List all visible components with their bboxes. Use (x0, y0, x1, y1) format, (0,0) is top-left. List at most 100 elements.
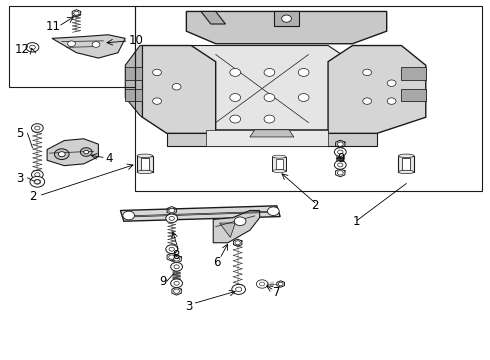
Circle shape (172, 84, 181, 90)
Text: 3: 3 (185, 300, 193, 313)
Circle shape (256, 280, 268, 288)
Polygon shape (167, 134, 377, 146)
Circle shape (166, 245, 177, 253)
Circle shape (363, 98, 371, 104)
Circle shape (153, 98, 161, 104)
Text: 5: 5 (16, 127, 24, 140)
Circle shape (235, 241, 241, 245)
Circle shape (230, 68, 241, 76)
Polygon shape (47, 139, 98, 166)
Ellipse shape (398, 170, 414, 174)
Polygon shape (201, 12, 225, 24)
Bar (135, 6, 482, 191)
Circle shape (166, 214, 177, 223)
Circle shape (173, 289, 179, 293)
Polygon shape (401, 67, 426, 80)
Bar (137, 156, 153, 172)
Circle shape (387, 98, 396, 104)
Circle shape (337, 171, 343, 175)
Text: 12: 12 (14, 43, 29, 56)
Circle shape (169, 255, 174, 259)
Circle shape (298, 68, 309, 76)
Bar (402, 158, 410, 170)
Circle shape (68, 41, 75, 46)
Text: 2: 2 (311, 199, 318, 212)
Circle shape (338, 150, 343, 154)
Polygon shape (121, 206, 280, 221)
Circle shape (169, 247, 174, 251)
Circle shape (34, 179, 41, 184)
Polygon shape (52, 35, 125, 58)
Text: 9: 9 (337, 152, 344, 165)
Polygon shape (125, 89, 143, 101)
Circle shape (174, 281, 179, 285)
Text: 2: 2 (29, 190, 37, 203)
Circle shape (334, 148, 346, 156)
Circle shape (29, 45, 35, 49)
Polygon shape (213, 211, 260, 243)
Circle shape (334, 161, 346, 169)
Text: 7: 7 (273, 287, 281, 300)
Circle shape (30, 176, 45, 187)
Circle shape (234, 217, 246, 226)
Circle shape (74, 11, 79, 15)
Text: 3: 3 (16, 172, 24, 185)
Ellipse shape (137, 154, 153, 158)
Circle shape (123, 211, 135, 220)
Polygon shape (191, 45, 352, 130)
Circle shape (54, 149, 69, 159)
Text: 1: 1 (352, 215, 360, 228)
Circle shape (171, 279, 182, 288)
Circle shape (35, 173, 40, 176)
Circle shape (35, 126, 40, 130)
Polygon shape (186, 12, 387, 44)
Polygon shape (143, 45, 216, 134)
Polygon shape (125, 67, 143, 80)
Bar (141, 158, 149, 170)
Text: 11: 11 (46, 20, 61, 33)
Circle shape (230, 94, 241, 102)
Circle shape (264, 94, 275, 102)
Circle shape (236, 287, 242, 292)
Circle shape (264, 68, 275, 76)
Circle shape (58, 152, 65, 157)
Bar (9, 6, 135, 87)
Circle shape (35, 180, 40, 184)
Circle shape (337, 142, 343, 146)
Text: 9: 9 (159, 275, 167, 288)
Circle shape (268, 207, 279, 216)
Circle shape (31, 170, 43, 179)
Circle shape (298, 94, 309, 102)
Circle shape (84, 150, 89, 154)
Circle shape (264, 115, 275, 123)
Circle shape (92, 41, 100, 47)
Circle shape (174, 265, 179, 269)
Circle shape (230, 115, 241, 123)
Circle shape (171, 262, 182, 271)
Bar (272, 157, 286, 171)
Circle shape (387, 80, 396, 86)
Circle shape (260, 282, 265, 286)
Circle shape (278, 282, 283, 286)
Bar (398, 156, 414, 172)
Text: 4: 4 (106, 152, 113, 165)
Polygon shape (125, 45, 143, 117)
Text: 6: 6 (213, 256, 220, 269)
Text: 10: 10 (129, 34, 144, 48)
Circle shape (31, 124, 43, 132)
Bar (276, 159, 283, 169)
Polygon shape (250, 130, 294, 137)
Ellipse shape (272, 155, 286, 158)
Polygon shape (401, 89, 426, 101)
Circle shape (282, 15, 292, 22)
Circle shape (338, 163, 343, 167)
Circle shape (153, 69, 161, 76)
Polygon shape (206, 130, 328, 146)
Polygon shape (220, 223, 235, 237)
Circle shape (173, 257, 179, 261)
Polygon shape (328, 45, 426, 134)
Ellipse shape (272, 170, 286, 172)
Circle shape (363, 69, 371, 76)
Polygon shape (274, 12, 299, 26)
Text: 8: 8 (172, 249, 180, 262)
